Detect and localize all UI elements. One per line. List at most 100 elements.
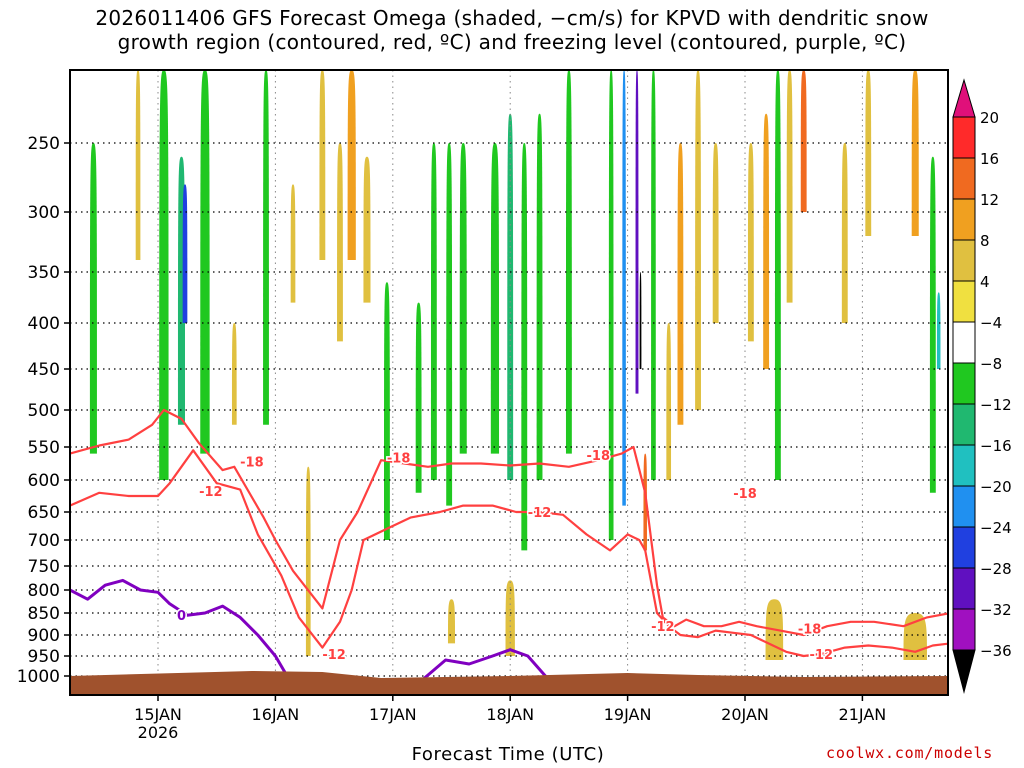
omega-column xyxy=(415,302,422,493)
omega-column xyxy=(290,184,296,303)
y-tick-label: 450 xyxy=(28,360,60,380)
credit-link[interactable]: coolwx.com/models xyxy=(826,744,994,762)
omega-column xyxy=(639,272,642,369)
contours: -18 -18 -18 -18 -18 -12 -12 -12 -12 -12 0 xyxy=(70,408,948,688)
omega-column xyxy=(695,70,701,410)
omega-column xyxy=(865,70,872,236)
omega-column xyxy=(730,70,737,493)
omega-column xyxy=(219,143,226,480)
y-tick-label: 400 xyxy=(28,314,60,334)
omega-column xyxy=(580,212,586,480)
x-axis-title: Forecast Time (UTC) xyxy=(411,744,605,765)
omega-column xyxy=(622,70,626,506)
omega-column xyxy=(841,143,848,323)
omega-column xyxy=(305,466,311,656)
y-tick-label: 1000 xyxy=(17,667,60,687)
omega-column xyxy=(929,156,936,493)
omega-column xyxy=(635,70,639,394)
plot-border xyxy=(69,69,949,696)
omega-column xyxy=(247,70,252,394)
x-tick-label: 17JAN xyxy=(369,705,417,724)
colorbar-band xyxy=(952,444,976,487)
contour-label: -12 xyxy=(651,620,675,635)
colorbar-label: 20 xyxy=(980,109,999,127)
contour-label: -12 xyxy=(810,648,834,663)
omega-column xyxy=(102,156,109,481)
contour-label: -18 xyxy=(733,487,757,502)
colorbar-label: −32 xyxy=(980,601,1012,619)
colorbar-label: 16 xyxy=(980,150,999,168)
colorbar-label: −28 xyxy=(980,560,1012,578)
colorbar-band xyxy=(952,567,976,610)
colorbar-label: −12 xyxy=(980,396,1012,414)
omega-shading xyxy=(75,70,948,660)
omega-column xyxy=(936,292,941,369)
contour-label: -12 xyxy=(322,648,346,663)
omega-column xyxy=(89,143,97,454)
omega-column xyxy=(446,143,453,506)
colorbar-top-arrow xyxy=(952,78,976,118)
omega-column xyxy=(337,143,343,342)
omega-column xyxy=(786,70,793,303)
colorbar-label: −36 xyxy=(980,642,1012,660)
colorbar-label: −16 xyxy=(980,437,1012,455)
omega-column xyxy=(363,156,371,303)
x-tick-year-label: 2026 xyxy=(138,723,179,742)
omega-column xyxy=(894,143,901,480)
omega-column xyxy=(278,99,285,467)
colorbar-bottom-arrow xyxy=(952,649,976,694)
omega-column xyxy=(148,212,152,425)
colorbar-band xyxy=(952,526,976,569)
omega-column xyxy=(159,70,169,480)
y-tick-label: 350 xyxy=(28,263,60,283)
contour-label: -12 xyxy=(528,506,552,521)
contour-freezing-level-segment xyxy=(421,648,559,686)
contour-dgz-18 xyxy=(70,408,948,637)
omega-column xyxy=(135,70,141,260)
x-tick-label: 16JAN xyxy=(252,705,300,724)
colorbar-label: 4 xyxy=(980,273,990,291)
y-tick-label: 950 xyxy=(28,647,60,667)
y-axis: 2503003504004505005506006507007508008509… xyxy=(17,134,70,687)
terrain-fill xyxy=(70,671,948,695)
colorbar-band xyxy=(952,362,976,405)
y-tick-label: 650 xyxy=(28,503,60,523)
omega-column xyxy=(401,212,408,480)
contour-label: -18 xyxy=(387,452,411,467)
omega-column xyxy=(565,70,572,454)
omega-column xyxy=(347,70,356,260)
colorbar-band xyxy=(952,608,976,651)
chart-title-line1: 2026011406 GFS Forecast Omega (shaded, −… xyxy=(95,6,929,30)
terrain-band xyxy=(70,671,948,695)
contour-label: -18 xyxy=(240,456,264,471)
omega-column xyxy=(595,70,602,425)
omega-wash-0 xyxy=(75,156,241,493)
colorbar-label: 8 xyxy=(980,232,990,250)
colorbar-band xyxy=(952,157,976,200)
colorbar-band xyxy=(952,485,976,528)
colorbar-band xyxy=(952,321,976,364)
contour-label: 0 xyxy=(177,609,186,624)
colorbar-band xyxy=(952,239,976,282)
omega-column xyxy=(763,113,770,369)
omega-column xyxy=(643,453,647,551)
omega-column xyxy=(263,70,269,425)
omega-column xyxy=(551,212,558,480)
omega-column xyxy=(521,143,528,551)
chart-title: 2026011406 GFS Forecast Omega (shaded, −… xyxy=(0,6,1024,54)
chart-title-line2: growth region (contoured, red, ºC) and f… xyxy=(117,30,907,54)
omega-column xyxy=(459,143,467,454)
omega-column xyxy=(447,599,456,644)
y-tick-label: 600 xyxy=(28,471,60,491)
y-tick-label: 750 xyxy=(28,557,60,577)
omega-column xyxy=(319,70,326,260)
omega-column xyxy=(651,70,656,480)
colorbar-label: 12 xyxy=(980,191,999,209)
omega-column xyxy=(231,323,237,425)
y-tick-label: 250 xyxy=(28,134,60,154)
omega-column xyxy=(430,143,437,480)
omega-column xyxy=(505,580,515,656)
contour-dgz-12 xyxy=(70,449,948,658)
x-tick-label: 21JAN xyxy=(839,705,887,724)
omega-column xyxy=(608,70,614,540)
